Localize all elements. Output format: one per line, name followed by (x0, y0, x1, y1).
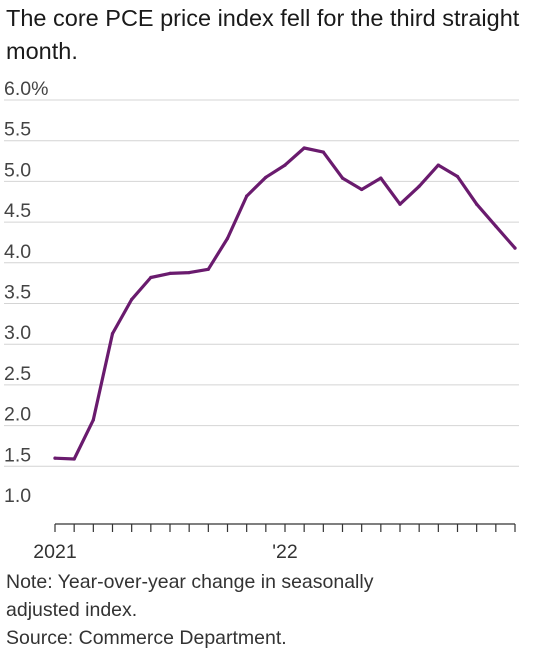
line-chart: 1.0 1.5 2.0 2.5 3.0 3.5 4.0 4.5 5.0 5.5 6.0% 2021 '… (4, 80, 519, 563)
y-tick-label: 4.5 (4, 200, 31, 222)
data-point (225, 236, 230, 240)
data-point (130, 297, 134, 302)
data-point (340, 176, 345, 180)
y-axis-tick-labels: 1.0 1.5 2.0 2.5 3.0 3.5 4.0 4.5 5.0 5.5 6.0% (4, 80, 48, 507)
y-tick-label: 5.5 (4, 119, 31, 141)
y-tick-label: 2.0 (4, 404, 31, 426)
y-tick-label: 1.5 (4, 444, 31, 466)
data-point (187, 270, 191, 275)
note-line-1: Note: Year-over-year change in seasonall… (6, 571, 374, 593)
data-point (513, 246, 517, 250)
data-point (91, 418, 95, 422)
data-point (72, 457, 76, 461)
y-tick-label: 4.0 (4, 241, 31, 263)
chart-notes: Note: Year-over-year change in seasonall… (6, 568, 536, 652)
chart-title: The core PCE price index fell for the th… (6, 5, 520, 64)
data-point (302, 146, 306, 150)
data-point (379, 176, 383, 180)
data-point (360, 187, 364, 192)
data-point (494, 224, 498, 228)
x-axis: 2021 '22 (33, 523, 516, 563)
x-tick-label: 2021 (33, 541, 76, 563)
data-point (53, 456, 57, 460)
y-tick-label: 3.0 (4, 322, 31, 344)
data-point (110, 332, 115, 336)
y-tick-label: 3.5 (4, 282, 31, 304)
y-tick-label: 1.0 (4, 485, 31, 507)
note-line-2: adjusted index. (6, 599, 138, 621)
data-point (283, 163, 287, 167)
data-point (417, 184, 421, 188)
data-point (436, 163, 440, 167)
source-text: Source: Commerce Department. (6, 627, 287, 649)
series-lines (53, 146, 517, 461)
data-point (264, 175, 268, 179)
data-point (206, 267, 210, 271)
y-tick-label: 2.5 (4, 363, 31, 385)
data-point (398, 202, 402, 206)
data-point (168, 271, 172, 275)
data-point (245, 194, 249, 198)
data-point (149, 275, 153, 280)
data-point (475, 202, 479, 206)
gridlines (4, 99, 519, 467)
y-tick-label: 5.0 (4, 159, 31, 181)
x-tick-label: '22 (272, 541, 297, 563)
data-point (455, 174, 460, 179)
y-tick-label: 6.0% (4, 80, 48, 100)
data-point (321, 150, 325, 154)
